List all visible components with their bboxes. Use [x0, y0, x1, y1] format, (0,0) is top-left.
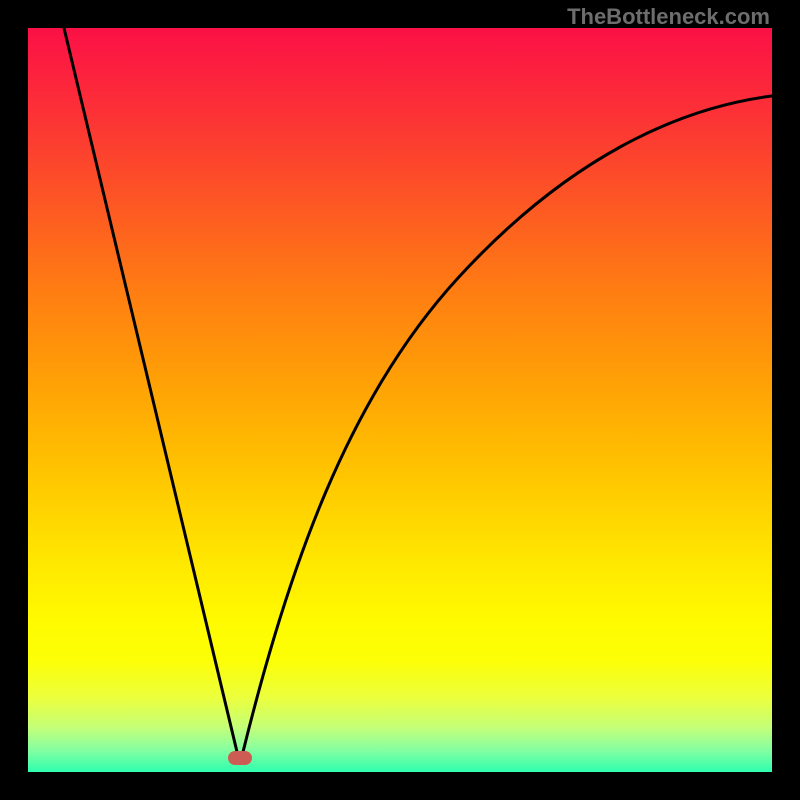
- watermark-text: TheBottleneck.com: [567, 4, 770, 30]
- min-point-marker: [228, 751, 252, 765]
- plot-svg: [28, 28, 772, 772]
- plot-background: [28, 28, 772, 772]
- plot-area: [28, 28, 772, 772]
